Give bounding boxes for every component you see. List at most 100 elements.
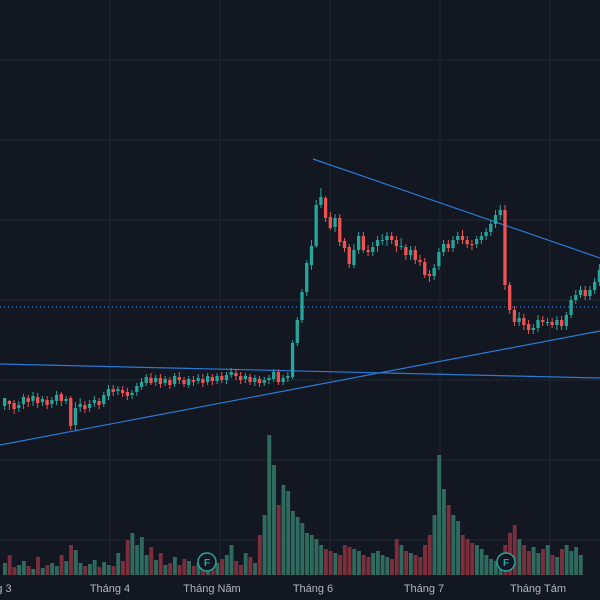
volume-bar: [130, 533, 135, 575]
volume-bar: [177, 565, 182, 575]
volume-bar: [427, 535, 432, 575]
volume-bar: [243, 553, 248, 575]
volume-bar: [569, 551, 574, 575]
dividend-marker: F: [197, 552, 217, 572]
volume-bar: [97, 567, 102, 575]
candle-body: [583, 290, 587, 296]
candle-body: [12, 403, 16, 409]
volume-bar: [574, 547, 579, 575]
candle-body: [597, 270, 600, 282]
candle-body: [149, 378, 153, 383]
candle-body: [121, 390, 125, 393]
candle-body: [432, 268, 436, 276]
volume-bar: [17, 565, 22, 575]
volume-bar: [87, 564, 92, 575]
candle-body: [158, 378, 163, 384]
candle-body: [338, 218, 342, 242]
candle-body: [50, 400, 54, 404]
volume-bar: [385, 557, 390, 575]
descending-resistance-trendline: [312, 158, 600, 259]
volume-bar: [413, 555, 418, 575]
candle-body: [569, 300, 573, 315]
volume-bar: [257, 535, 262, 575]
candle-body: [328, 217, 332, 228]
candle-body: [526, 324, 531, 330]
candle-body: [555, 320, 559, 325]
candle-body: [300, 292, 304, 320]
candle-body: [54, 395, 59, 401]
candle-body: [64, 399, 68, 401]
candle-body: [248, 377, 252, 382]
volume-bar: [163, 565, 168, 575]
volume-bar: [394, 539, 399, 575]
candle-body: [536, 320, 540, 328]
x-axis: g 3 Tháng 4 Tháng Năm Tháng 6 Tháng 7 Tháng T…: [0, 583, 566, 595]
candle-body: [69, 398, 73, 426]
candle-body: [139, 382, 144, 387]
candle-body: [508, 285, 512, 310]
candle-body: [87, 404, 92, 408]
candle-body: [31, 396, 35, 401]
candle-body: [484, 232, 488, 236]
volume-bar: [139, 537, 144, 575]
volume-bar: [559, 549, 564, 575]
dividend-marker-label: F: [204, 558, 210, 569]
volume-bar: [267, 435, 272, 575]
volume-bar: [276, 505, 281, 575]
volume-bar: [21, 561, 26, 575]
candle-body: [352, 250, 356, 265]
volume-bar: [229, 545, 234, 575]
volume-bar: [418, 557, 423, 575]
volume-bar: [168, 563, 173, 575]
candle-body: [564, 315, 568, 326]
candle-body: [503, 210, 507, 285]
volume-bar: [69, 545, 73, 575]
candle-body: [36, 397, 40, 403]
candle-body: [498, 210, 502, 215]
volume-bar: [380, 555, 385, 575]
candle-body: [144, 377, 148, 383]
candle-body: [215, 376, 219, 381]
candle-body: [187, 379, 191, 385]
volume-bar: [40, 568, 45, 575]
candle-body: [224, 375, 229, 380]
volume-bar: [234, 561, 239, 575]
volume-bar: [361, 555, 366, 575]
candle-body: [21, 397, 26, 404]
candle-body: [465, 240, 469, 244]
candle-body: [517, 318, 521, 322]
volume-bar: [470, 543, 475, 575]
dividend-marker-label: F: [503, 558, 509, 569]
candle-body: [342, 241, 347, 248]
volume-bar: [59, 555, 64, 575]
volume-bar: [314, 539, 319, 575]
candle-body: [243, 376, 248, 379]
x-axis-tick-label: Tháng 6: [293, 583, 333, 595]
volume-bar: [3, 563, 7, 575]
volume-bar: [92, 560, 97, 575]
x-axis-tick-label: Tháng 7: [404, 583, 444, 595]
trendline-layer: [0, 158, 600, 446]
volume-bar: [215, 563, 220, 575]
volume-bar: [12, 567, 17, 575]
volume-bar: [106, 565, 111, 575]
candle-body: [40, 399, 45, 402]
volume-bar: [281, 485, 286, 575]
volume-bar: [135, 545, 140, 575]
volume-bar: [191, 566, 196, 575]
candle-body: [281, 378, 285, 382]
candle-body: [441, 244, 446, 252]
volume-bar: [399, 545, 404, 575]
volume-bar: [338, 555, 343, 575]
volume-bar: [187, 561, 191, 575]
x-axis-tick-label: Tháng Năm: [183, 583, 240, 595]
volume-bar: [390, 559, 394, 575]
volume-bar: [253, 563, 258, 575]
volume-bar: [404, 551, 409, 575]
candle-body: [413, 250, 417, 260]
candle-body: [172, 376, 177, 384]
candle-body: [333, 218, 337, 227]
candle-body: [475, 239, 479, 244]
